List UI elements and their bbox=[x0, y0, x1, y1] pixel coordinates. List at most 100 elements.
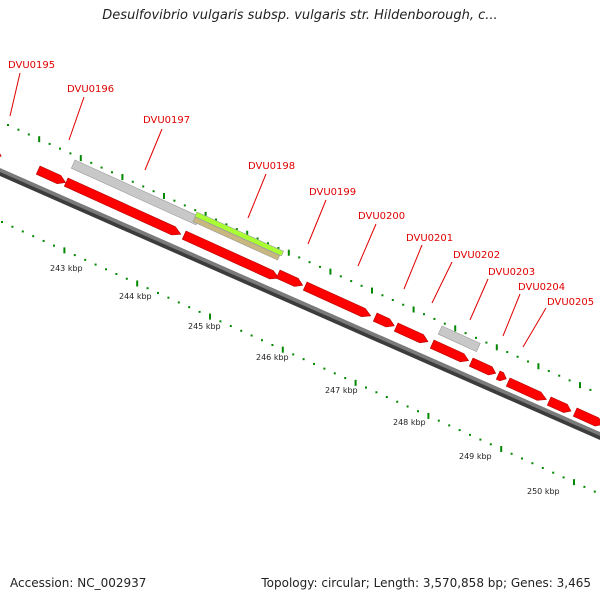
major-tick bbox=[495, 344, 498, 351]
feature-track bbox=[0, 148, 600, 427]
minor-tick bbox=[17, 128, 20, 131]
leader-line bbox=[9, 72, 21, 117]
minor-tick bbox=[443, 322, 446, 325]
minor-tick bbox=[308, 261, 311, 264]
major-tick bbox=[500, 446, 503, 453]
minor-tick bbox=[506, 351, 509, 354]
gene-arrow-dvu0205[interactable] bbox=[505, 377, 547, 401]
minor-tick bbox=[167, 296, 170, 299]
gene-arrow[interactable] bbox=[546, 396, 572, 413]
minor-tick bbox=[469, 433, 471, 436]
highlighted-feature-lower[interactable] bbox=[192, 216, 281, 261]
minor-tick bbox=[437, 419, 440, 422]
gene-arrow-dvu0201[interactable] bbox=[393, 322, 429, 344]
kbp-label: 249 kbp bbox=[459, 452, 492, 461]
minor-tick bbox=[131, 180, 134, 183]
minor-tick bbox=[225, 223, 228, 226]
minor-tick bbox=[177, 301, 180, 304]
kbp-label: 247 kbp bbox=[325, 386, 358, 395]
minor-tick bbox=[53, 244, 55, 247]
gene-label-dvu0200[interactable]: DVU0200 bbox=[358, 211, 405, 222]
gene-label-dvu0197[interactable]: DVU0197 bbox=[143, 115, 190, 126]
minor-tick bbox=[142, 185, 145, 188]
gene-arrow-dvu0195[interactable] bbox=[0, 148, 2, 158]
gene-label-dvu0204[interactable]: DVU0204 bbox=[518, 282, 565, 293]
gene-arrow-dvu0203[interactable] bbox=[468, 357, 497, 376]
gene-arrow-dvu0199[interactable] bbox=[302, 281, 372, 318]
minor-tick bbox=[146, 287, 149, 290]
minor-tick bbox=[271, 343, 274, 346]
minor-tick bbox=[464, 332, 467, 335]
gene-arrow-dvu0202[interactable] bbox=[429, 339, 470, 363]
major-tick bbox=[412, 306, 415, 313]
gene-label-dvu0205[interactable]: DVU0205 bbox=[547, 297, 594, 308]
leader-line bbox=[144, 128, 163, 171]
minor-tick bbox=[125, 277, 128, 280]
pseudogene-bar-small[interactable] bbox=[437, 325, 481, 352]
gene-label-dvu0195[interactable]: DVU0195 bbox=[8, 60, 55, 71]
major-tick bbox=[79, 155, 82, 162]
highlighted-feature[interactable] bbox=[194, 211, 284, 257]
gene-arrow[interactable] bbox=[35, 165, 67, 185]
gene-label-dvu0196[interactable]: DVU0196 bbox=[67, 84, 114, 95]
gene-label-dvu0199[interactable]: DVU0199 bbox=[309, 187, 356, 198]
minor-tick bbox=[485, 341, 488, 344]
minor-tick bbox=[344, 377, 347, 380]
minor-tick bbox=[489, 443, 492, 446]
major-tick bbox=[371, 287, 373, 294]
gene-arrow-dvu0196[interactable] bbox=[63, 177, 182, 236]
minor-tick bbox=[100, 166, 103, 169]
minor-tick bbox=[69, 152, 72, 155]
gene-label-dvu0202[interactable]: DVU0202 bbox=[453, 250, 500, 261]
leader-line bbox=[68, 96, 85, 141]
leader-line bbox=[403, 244, 423, 290]
minor-tick bbox=[173, 199, 176, 202]
minor-tick bbox=[183, 204, 186, 207]
major-tick bbox=[329, 268, 332, 275]
minor-tick bbox=[448, 424, 451, 427]
gene-label-dvu0201[interactable]: DVU0201 bbox=[406, 233, 453, 244]
minor-tick bbox=[375, 391, 378, 394]
gene-label-dvu0198[interactable]: DVU0198 bbox=[248, 161, 295, 172]
leader-line bbox=[431, 261, 453, 304]
gene-arrow-dvu0197[interactable] bbox=[181, 230, 280, 280]
minor-tick bbox=[402, 303, 405, 306]
minor-tick bbox=[552, 471, 555, 474]
gene-arrow-dvu0204[interactable] bbox=[495, 370, 507, 382]
gene-arrow-dvu0198[interactable] bbox=[275, 269, 304, 287]
minor-tick bbox=[11, 225, 14, 228]
leader-line bbox=[469, 278, 489, 321]
major-tick bbox=[537, 363, 540, 370]
kbp-label-layer: 243 kbp 244 kbp 245 kbp 246 kbp 247 kbp … bbox=[50, 264, 560, 496]
pseudogene-bar[interactable] bbox=[70, 159, 201, 226]
gene-arrow-dvu0200[interactable] bbox=[372, 312, 395, 328]
major-tick bbox=[354, 379, 357, 386]
gene-label-layer: DVU0195 DVU0196 DVU0197 DVU0198 DVU0199 … bbox=[8, 60, 594, 348]
kbp-label: 250 kbp bbox=[527, 487, 560, 496]
minor-tick bbox=[267, 242, 269, 245]
minor-tick bbox=[323, 367, 326, 370]
minor-tick bbox=[84, 258, 87, 261]
minor-tick bbox=[1, 221, 3, 223]
gene-arrow[interactable] bbox=[572, 407, 600, 427]
minor-tick bbox=[475, 336, 477, 339]
leader-line bbox=[247, 173, 267, 219]
minor-tick bbox=[73, 254, 76, 257]
minor-tick bbox=[115, 273, 118, 276]
major-tick bbox=[579, 382, 581, 389]
minor-tick bbox=[7, 124, 9, 126]
major-tick bbox=[209, 313, 211, 320]
minor-tick bbox=[360, 284, 363, 287]
minor-tick bbox=[42, 239, 45, 242]
gene-label-dvu0203[interactable]: DVU0203 bbox=[488, 267, 535, 278]
minor-tick bbox=[111, 171, 113, 174]
minor-tick bbox=[458, 429, 461, 432]
minor-tick bbox=[593, 490, 596, 493]
leader-line bbox=[307, 199, 327, 245]
accession-label: Accession: NC_002937 bbox=[10, 576, 147, 590]
minor-tick bbox=[558, 374, 561, 377]
minor-tick bbox=[510, 452, 513, 455]
major-tick bbox=[136, 280, 139, 287]
kbp-label: 248 kbp bbox=[393, 418, 426, 427]
